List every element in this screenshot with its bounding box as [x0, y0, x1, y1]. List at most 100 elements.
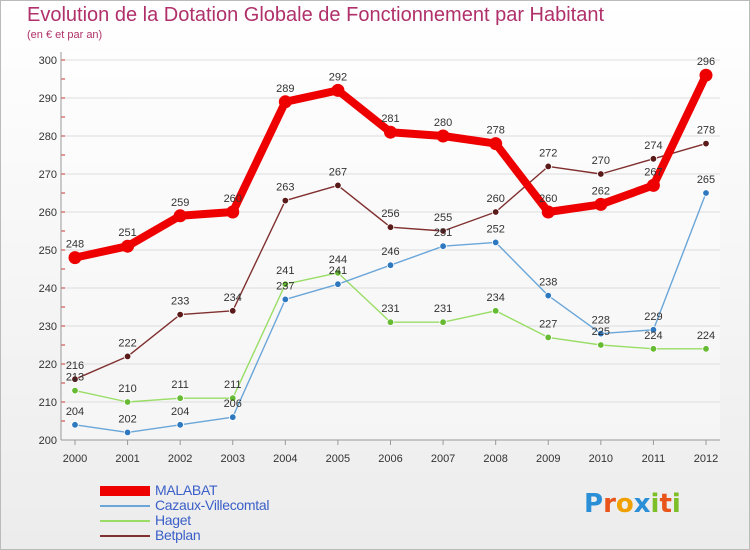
x-tick-label: 2006	[378, 453, 402, 465]
data-label-haget: 210	[118, 383, 136, 395]
data-label-haget: 244	[329, 254, 347, 266]
data-label-malabat: 281	[381, 113, 399, 125]
data-point-haget	[334, 269, 342, 277]
data-point-cazaux-villecomtal	[702, 189, 710, 197]
data-point-betplan	[491, 208, 500, 216]
data-point-haget	[702, 345, 710, 353]
data-point-cazaux-villecomtal	[123, 428, 132, 437]
data-point-betplan	[123, 352, 132, 361]
data-point-betplan	[71, 375, 79, 383]
data-label-betplan: 270	[592, 155, 610, 167]
data-point-betplan	[229, 307, 237, 315]
legend-label-malabat: MALABAT	[155, 482, 218, 498]
x-tick-label: 2004	[273, 453, 297, 465]
data-label-cazaux-villecomtal: 246	[381, 246, 399, 258]
x-tick-label: 2009	[536, 453, 560, 465]
data-point-haget	[649, 345, 658, 353]
legend-swatch-malabat	[100, 485, 150, 496]
data-label-malabat: 280	[434, 117, 452, 129]
data-point-malabat	[436, 129, 450, 143]
y-tick-label: 300	[39, 55, 57, 67]
data-point-haget	[71, 386, 79, 395]
data-label-malabat: 251	[118, 227, 136, 239]
data-point-haget	[123, 398, 132, 406]
y-tick-label: 220	[39, 359, 57, 371]
data-point-haget	[597, 341, 605, 349]
data-label-haget: 224	[644, 330, 662, 342]
y-tick-label: 200	[39, 435, 57, 447]
data-point-malabat	[384, 125, 397, 139]
data-label-malabat: 289	[276, 83, 294, 95]
data-point-malabat	[489, 137, 503, 151]
data-label-malabat: 296	[697, 56, 715, 68]
legend-label-cazaux-villecomtal: Cazaux-Villecomtal	[155, 497, 270, 513]
data-label-malabat: 262	[592, 185, 610, 197]
data-label-cazaux-villecomtal: 206	[224, 398, 242, 410]
data-point-malabat	[173, 209, 187, 223]
logo-letter: x	[633, 489, 651, 519]
data-label-haget: 231	[434, 303, 452, 315]
data-point-cazaux-villecomtal	[229, 413, 237, 421]
x-tick-label: 2012	[694, 453, 718, 465]
data-point-haget	[491, 307, 500, 315]
data-point-malabat	[541, 205, 555, 219]
data-label-betplan: 267	[329, 166, 347, 178]
data-label-betplan: 274	[644, 140, 662, 152]
data-label-malabat: 292	[329, 71, 347, 83]
x-tick-label: 2008	[483, 453, 507, 465]
logo-letter: o	[615, 489, 634, 519]
data-point-betplan	[544, 162, 552, 171]
y-tick-label: 250	[39, 245, 57, 257]
data-label-haget: 231	[381, 303, 399, 315]
data-point-betplan	[649, 155, 658, 163]
data-label-malabat: 278	[486, 125, 504, 137]
data-label-cazaux-villecomtal: 202	[118, 413, 136, 425]
data-point-cazaux-villecomtal	[386, 261, 395, 269]
logo-letter: t	[659, 489, 672, 519]
x-tick-label: 2011	[642, 453, 666, 465]
data-point-cazaux-villecomtal	[281, 295, 290, 304]
data-point-haget	[439, 318, 447, 326]
y-tick-label: 230	[39, 321, 57, 333]
y-tick-label: 240	[39, 283, 57, 295]
data-point-cazaux-villecomtal	[334, 280, 342, 288]
data-point-betplan	[176, 310, 184, 319]
data-point-cazaux-villecomtal	[439, 242, 447, 250]
data-label-cazaux-villecomtal: 237	[276, 280, 294, 292]
y-tick-label: 290	[39, 93, 57, 105]
x-tick-label: 2002	[168, 453, 192, 465]
data-label-haget: 224	[697, 330, 715, 342]
data-label-betplan: 263	[276, 182, 294, 194]
data-label-cazaux-villecomtal: 204	[66, 406, 84, 418]
data-point-betplan	[334, 181, 342, 190]
logo-letter: P	[584, 489, 604, 519]
logo-letter: r	[603, 489, 616, 519]
data-point-betplan	[439, 227, 447, 235]
data-label-haget: 211	[171, 379, 189, 391]
proxiti-logo: Proxiti	[584, 489, 681, 519]
data-label-haget: 241	[276, 265, 294, 277]
data-point-malabat	[594, 197, 608, 211]
logo-letter: i	[671, 489, 681, 519]
data-point-betplan	[281, 196, 290, 205]
chart-subtitle: (en € et par an)	[27, 29, 103, 41]
data-label-betplan: 222	[118, 337, 136, 349]
data-label-malabat: 260	[224, 193, 242, 205]
y-tick-label: 260	[39, 207, 57, 219]
data-label-betplan: 255	[434, 212, 452, 224]
data-label-cazaux-villecomtal: 265	[697, 174, 715, 186]
x-tick-label: 2007	[431, 453, 455, 465]
legend-label-betplan: Betplan	[155, 527, 201, 543]
data-label-betplan: 260	[486, 193, 504, 205]
y-tick-label: 210	[39, 397, 57, 409]
data-point-malabat	[226, 205, 240, 219]
data-point-cazaux-villecomtal	[176, 421, 184, 429]
data-point-malabat	[121, 239, 135, 253]
data-point-cazaux-villecomtal	[649, 326, 658, 334]
data-label-haget: 227	[539, 318, 557, 330]
data-label-malabat: 260	[539, 193, 557, 205]
data-label-cazaux-villecomtal: 229	[644, 311, 662, 323]
data-label-betplan: 278	[697, 125, 715, 137]
data-label-cazaux-villecomtal: 252	[486, 223, 504, 235]
